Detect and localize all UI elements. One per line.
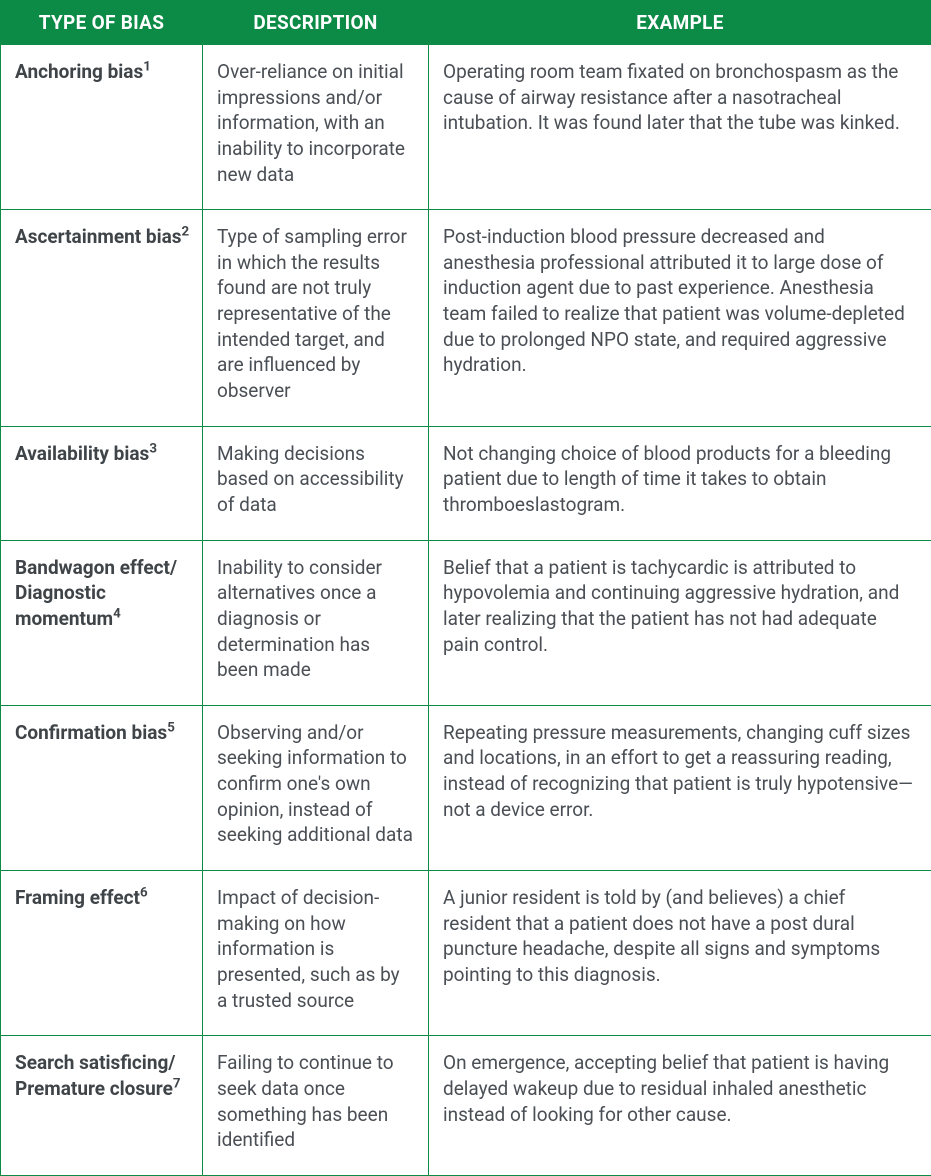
bias-name: Ascertainment bias	[15, 225, 182, 248]
bias-ref: 2	[182, 225, 190, 240]
bias-name: Anchoring bias	[15, 60, 143, 83]
bias-type-cell: Confirmation bias5	[1, 705, 203, 870]
bias-example-cell: On emergence, accepting belief that pati…	[429, 1036, 931, 1176]
table-row: Ascertainment bias2Type of sampling erro…	[1, 210, 931, 426]
bias-example-cell: Belief that a patient is tachycardic is …	[429, 540, 931, 705]
table-row: Confirmation bias5Observing and/or seeki…	[1, 705, 931, 870]
table-row: Framing effect6Impact of decision-making…	[1, 871, 931, 1036]
bias-ref: 3	[149, 441, 157, 456]
bias-ref: 4	[113, 607, 121, 622]
bias-ref: 7	[173, 1077, 181, 1092]
bias-type-cell: Anchoring bias1	[1, 45, 203, 210]
table-row: Availability bias3Making decisions based…	[1, 426, 931, 540]
bias-type-cell: Availability bias3	[1, 426, 203, 540]
col-header-type: TYPE OF BIAS	[1, 1, 203, 45]
table-row: Search satisficing/ Premature closure7Fa…	[1, 1036, 931, 1176]
table-row: Bandwagon effect/ Diagnostic momentum4In…	[1, 540, 931, 705]
bias-description-cell: Making decisions based on accessibility …	[203, 426, 429, 540]
table-row: Anchoring bias1Over-reliance on initial …	[1, 45, 931, 210]
bias-table: TYPE OF BIAS DESCRIPTION EXAMPLE Anchori…	[0, 0, 931, 1176]
bias-description-cell: Type of sampling error in which the resu…	[203, 210, 429, 426]
bias-description-cell: Impact of decision-making on how informa…	[203, 871, 429, 1036]
bias-type-cell: Bandwagon effect/ Diagnostic momentum4	[1, 540, 203, 705]
bias-description-cell: Inability to consider alternatives once …	[203, 540, 429, 705]
bias-type-cell: Ascertainment bias2	[1, 210, 203, 426]
col-header-description: DESCRIPTION	[203, 1, 429, 45]
bias-description-cell: Over-reliance on initial impressions and…	[203, 45, 429, 210]
bias-type-cell: Framing effect6	[1, 871, 203, 1036]
bias-name: Bandwagon effect/ Diagnostic momentum	[15, 556, 177, 630]
table-body: Anchoring bias1Over-reliance on initial …	[1, 45, 931, 1176]
col-header-example: EXAMPLE	[429, 1, 931, 45]
bias-example-cell: Operating room team fixated on bronchosp…	[429, 45, 931, 210]
bias-name: Availability bias	[15, 442, 149, 465]
bias-ref: 5	[167, 720, 175, 735]
bias-example-cell: Repeating pressure measurements, changin…	[429, 705, 931, 870]
table-header: TYPE OF BIAS DESCRIPTION EXAMPLE	[1, 1, 931, 45]
bias-example-cell: Not changing choice of blood products fo…	[429, 426, 931, 540]
bias-description-cell: Observing and/or seeking information to …	[203, 705, 429, 870]
bias-example-cell: A junior resident is told by (and believ…	[429, 871, 931, 1036]
bias-name: Framing effect	[15, 886, 140, 909]
bias-description-cell: Failing to continue to seek data once so…	[203, 1036, 429, 1176]
bias-ref: 1	[143, 60, 151, 75]
bias-name: Search satisficing/ Premature closure	[15, 1051, 175, 1100]
bias-type-cell: Search satisficing/ Premature closure7	[1, 1036, 203, 1176]
bias-example-cell: Post-induction blood pressure decreased …	[429, 210, 931, 426]
bias-ref: 6	[140, 886, 148, 901]
bias-name: Confirmation bias	[15, 721, 167, 744]
